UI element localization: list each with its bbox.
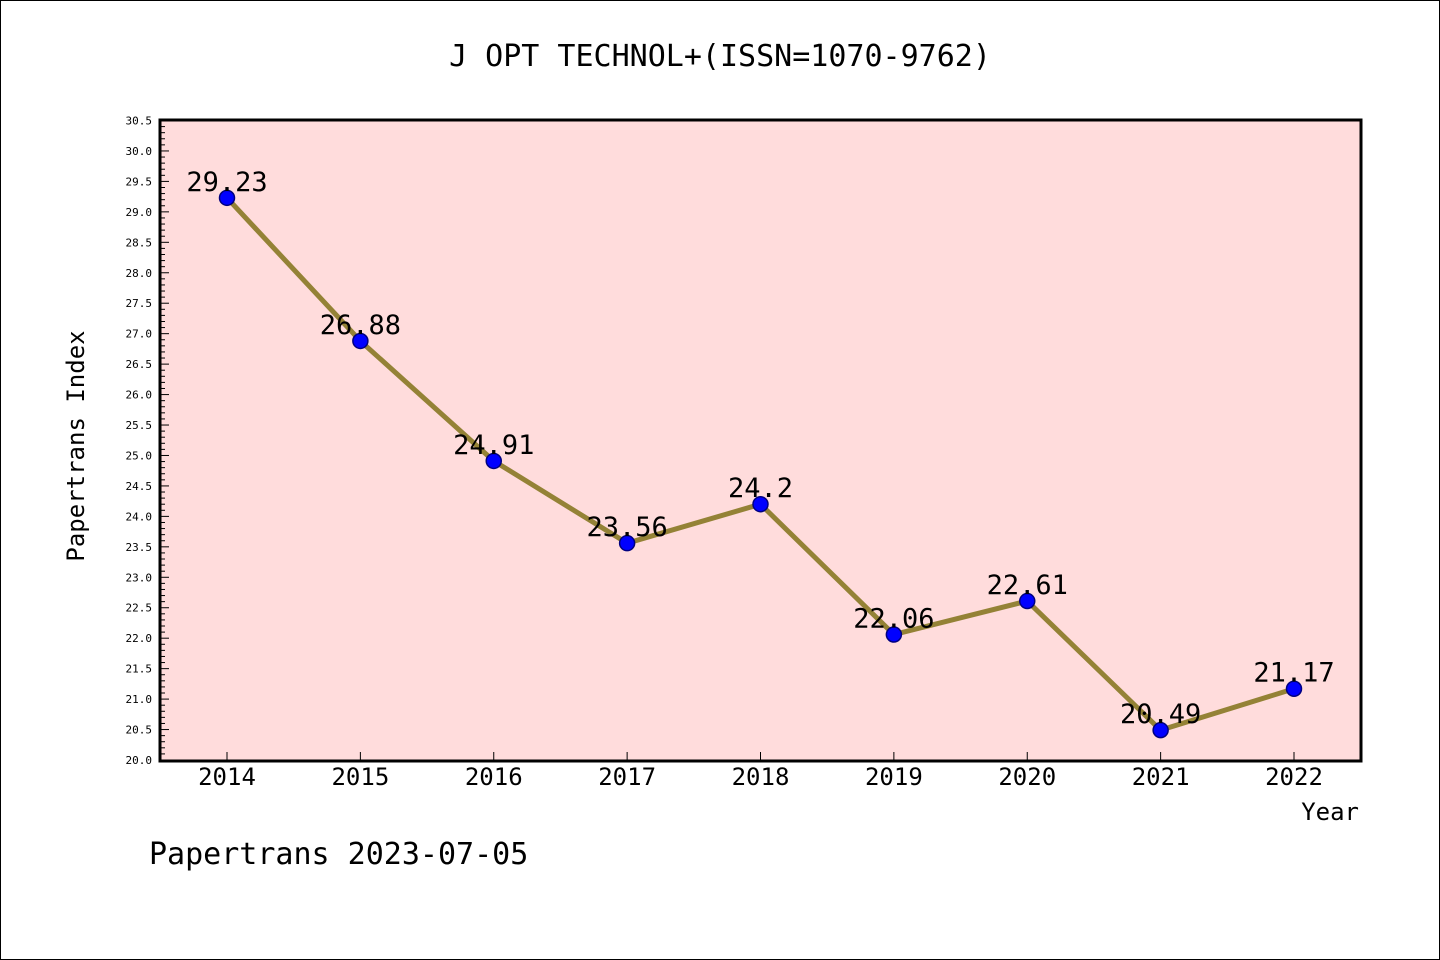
data-label: 24.2: [728, 473, 793, 504]
x-tick-label: 2014: [198, 763, 256, 791]
data-point: [1019, 592, 1036, 610]
y-tick-label: 20.0: [126, 754, 153, 767]
data-label: 24.91: [453, 430, 534, 461]
x-tick-label: 2022: [1265, 763, 1323, 791]
data-point: [885, 626, 903, 643]
data-label: 22.61: [987, 570, 1068, 601]
y-axis-ticks: 20.0 20.5 21.0 21.5 22.0 22.5 23.0 23.5 24.0 24.5…: [126, 115, 169, 767]
x-tick-label: 2019: [865, 763, 923, 791]
x-tick-label: 2018: [732, 763, 790, 791]
data-label: 20.49: [1120, 699, 1201, 730]
y-tick-label: 30.5: [126, 115, 153, 128]
y-tick-label: 28.5: [126, 236, 153, 249]
y-tick-label: 22.5: [126, 602, 153, 615]
data-point: [1285, 680, 1303, 697]
data-point: [352, 332, 369, 350]
y-tick-label: 21.5: [126, 663, 153, 676]
data-label: 23.56: [586, 512, 667, 543]
y-tick-label: 24.5: [126, 480, 153, 493]
x-tick-label: 2021: [1132, 763, 1190, 791]
data-label: 21.17: [1253, 658, 1334, 689]
y-tick-label: 26.5: [126, 358, 153, 371]
data-point: [618, 534, 636, 552]
footer-note: Papertrans 2023-07-05: [149, 837, 528, 872]
data-points: [218, 189, 1303, 739]
y-tick-label: 24.0: [126, 510, 153, 523]
data-point: [218, 189, 236, 207]
data-point: [752, 495, 769, 513]
y-tick-label: 21.0: [126, 693, 153, 706]
x-tick-label: 2020: [998, 763, 1056, 791]
data-label: 29.23: [186, 167, 267, 198]
y-tick-label: 29.5: [126, 175, 153, 188]
y-tick-label: 29.0: [126, 206, 153, 219]
y-tick-label: 27.5: [126, 297, 153, 310]
data-labels: 29.23 26.88 24.91 23.56 24.2 22.06 22.61 20.49 2…: [186, 167, 1334, 730]
x-tick-label: 2017: [598, 763, 656, 791]
y-tick-label: 23.5: [126, 541, 153, 554]
x-tick-label: 2015: [331, 763, 389, 791]
plot-area: [158, 118, 1363, 763]
y-tick-label: 28.0: [126, 267, 153, 280]
x-tick-label: 2016: [465, 763, 523, 791]
x-axis-label: Year: [1301, 798, 1359, 826]
x-axis-ticks: 2014 2015 2016 2017 2018 2019 2020 2021 2022: [198, 752, 1323, 791]
y-tick-label: 27.0: [126, 328, 153, 341]
data-label: 26.88: [320, 310, 401, 341]
y-tick-label: 25.5: [126, 419, 153, 432]
y-tick-label: 20.5: [126, 724, 153, 737]
data-point: [1152, 721, 1169, 739]
data-point: [485, 452, 502, 470]
y-tick-label: 26.0: [126, 389, 153, 402]
y-axis-label: Papertrans Index: [62, 330, 90, 561]
data-label: 22.06: [853, 604, 934, 635]
y-tick-label: 23.0: [126, 571, 153, 584]
chart-title: J OPT TECHNOL+(ISSN=1070-9762): [449, 39, 991, 74]
y-tick-label: 25.0: [126, 449, 153, 462]
y-tick-label: 30.0: [126, 145, 153, 158]
y-tick-label: 22.0: [126, 632, 153, 645]
